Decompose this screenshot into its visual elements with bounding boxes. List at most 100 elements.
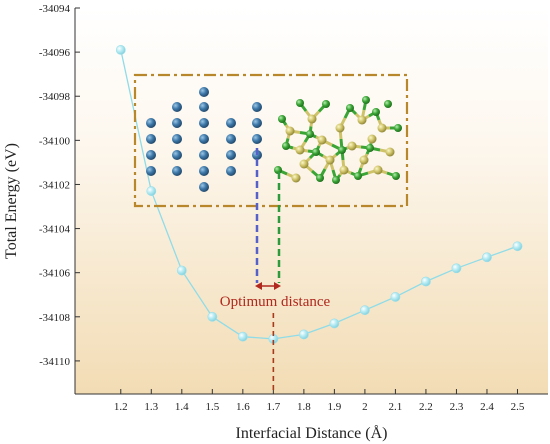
- green-atom: [346, 104, 354, 112]
- green-atom: [282, 142, 290, 150]
- x-tick-label: 2.2: [419, 401, 433, 413]
- green-atom: [278, 115, 286, 123]
- x-tick-label: 1.4: [175, 401, 189, 413]
- metal-atom: [199, 102, 209, 112]
- distance-arrow-right-head: [274, 282, 281, 290]
- yellow-atom: [373, 165, 383, 175]
- y-tick-label: -34110: [39, 356, 70, 368]
- metal-atom: [199, 182, 209, 192]
- y-tick-label: -34094: [39, 3, 71, 15]
- metal-atom: [172, 118, 182, 128]
- yellow-atom: [339, 165, 349, 175]
- green-atom: [366, 144, 374, 152]
- metal-atom: [226, 166, 236, 176]
- metal-atom: [146, 150, 156, 160]
- x-tick-label: 1.2: [114, 401, 128, 413]
- green-atom: [306, 130, 314, 138]
- metal-atom: [252, 102, 262, 112]
- structure-inset: [133, 73, 409, 208]
- x-axis-ticks: 1.2 1.3 1.4 1.5 1.6 1.7 1.8 1.9 2 2.1 2.2 2.3 2.4 2.5: [114, 389, 525, 413]
- green-atom: [362, 96, 370, 104]
- x-tick-label: 2.5: [511, 401, 525, 413]
- y-tick-label: -34104: [39, 224, 71, 236]
- data-point: [482, 252, 492, 263]
- data-point: [237, 331, 248, 342]
- green-atom: [384, 100, 392, 108]
- data-point: [146, 186, 157, 196]
- y-axis-title: Total Energy (eV): [3, 143, 20, 259]
- data-point: [329, 318, 340, 329]
- x-tick-label: 1.6: [236, 401, 250, 413]
- y-tick-label: -34100: [39, 135, 71, 147]
- green-atom: [338, 146, 346, 154]
- metal-atom: [199, 134, 209, 144]
- inset-frame: [133, 73, 409, 208]
- yellow-atom: [385, 147, 395, 157]
- yellow-atom: [291, 173, 301, 183]
- yellow-atom: [325, 155, 335, 165]
- green-atom: [354, 172, 362, 180]
- y-tick-label: -34096: [39, 47, 71, 59]
- x-axis-title: Interfacial Distance (Å): [236, 424, 388, 442]
- x-tick-label: 2.3: [450, 401, 464, 413]
- optimum-distance-annotation: Optimum distance: [220, 148, 331, 394]
- x-tick-label: 2.4: [480, 401, 494, 413]
- data-point: [390, 292, 401, 302]
- metal-atom: [252, 118, 262, 128]
- distance-arrow-left-head: [255, 282, 262, 290]
- series-line: [120, 49, 518, 340]
- metal-atom: [172, 150, 182, 160]
- metal-atom: [199, 87, 209, 97]
- plot-background: [75, 8, 548, 394]
- x-tick-label: 1.8: [297, 401, 311, 413]
- y-axis-ticks: -34094 -34096 -34098 -34100 -34102 -34104 -341…: [39, 3, 80, 368]
- green-atom: [322, 100, 330, 108]
- yellow-atom: [359, 155, 369, 165]
- x-tick-label: 1.7: [266, 401, 280, 413]
- data-point: [512, 241, 523, 252]
- metal-atom: [146, 166, 156, 176]
- green-atom: [392, 172, 400, 180]
- yellow-atom: [377, 123, 387, 133]
- green-atom: [394, 124, 402, 132]
- metal-atom: [252, 134, 262, 144]
- data-point: [360, 305, 370, 316]
- yellow-atom: [357, 115, 367, 125]
- yellow-atom: [285, 126, 295, 136]
- yellow-atom: [317, 135, 327, 145]
- metal-atom: [172, 102, 182, 112]
- data-point: [207, 311, 218, 322]
- yellow-atom: [335, 123, 345, 133]
- metal-atom: [146, 134, 156, 144]
- metal-atom: [226, 134, 236, 144]
- green-atom: [372, 108, 380, 116]
- y-tick-label: -34098: [39, 91, 71, 103]
- x-tick-label: 2: [362, 401, 368, 413]
- green-atom: [296, 99, 304, 107]
- yellow-atom: [367, 134, 377, 144]
- data-point: [176, 265, 187, 276]
- green-atom: [332, 176, 340, 184]
- y-tick-label: -34108: [39, 312, 71, 324]
- data-point: [115, 45, 126, 55]
- data-point: [298, 329, 309, 340]
- x-tick-label: 1.3: [144, 401, 158, 413]
- yellow-atom: [299, 159, 309, 169]
- x-tick-label: 1.9: [328, 401, 342, 413]
- y-tick-label: -34102: [39, 179, 70, 191]
- metal-atom: [199, 166, 209, 176]
- series-points: [115, 45, 523, 344]
- metal-atom: [146, 118, 156, 128]
- data-point: [421, 276, 431, 287]
- metal-atom: [226, 118, 236, 128]
- x-tick-label: 2.1: [389, 401, 403, 413]
- metal-atom: [172, 134, 182, 144]
- metal-atom: [226, 150, 236, 160]
- crystal-atom-slab: [274, 96, 402, 184]
- yellow-atom: [307, 114, 317, 124]
- optimum-distance-label: Optimum distance: [220, 294, 331, 310]
- x-tick-label: 1.5: [205, 401, 219, 413]
- yellow-atom: [295, 145, 305, 155]
- metal-atom: [199, 118, 209, 128]
